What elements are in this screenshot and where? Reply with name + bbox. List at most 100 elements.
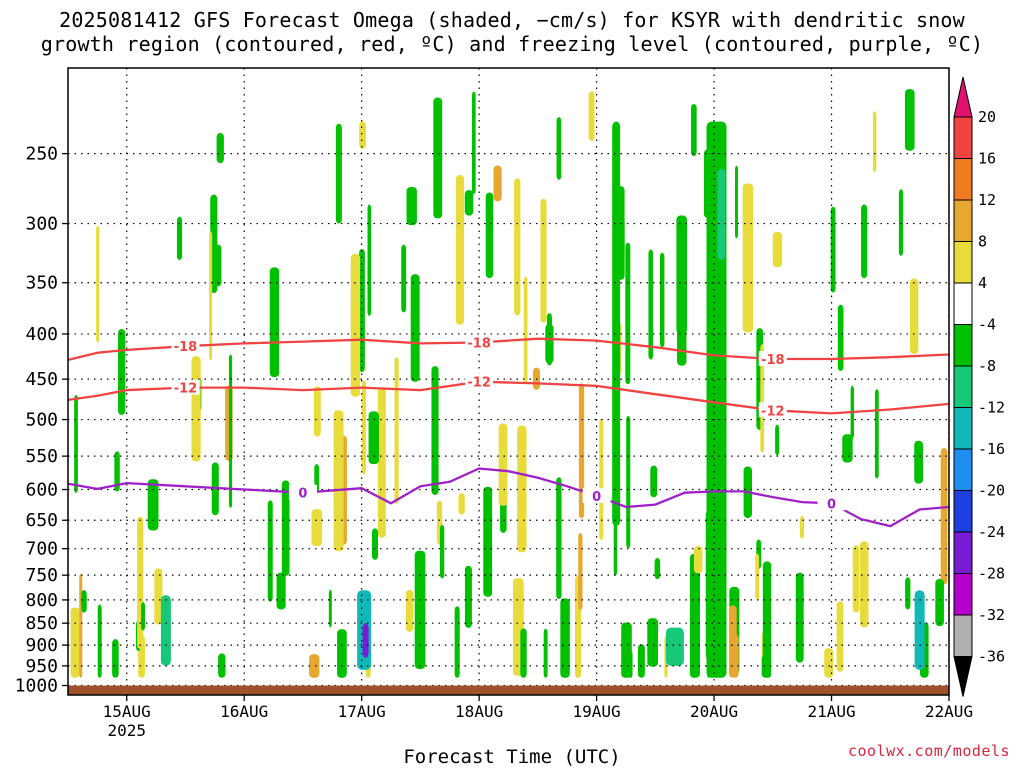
omega-shade-blob — [464, 190, 474, 216]
y-tick-label: 950 — [25, 656, 58, 677]
omega-shade-blob — [742, 183, 754, 333]
y-tick-label: 400 — [25, 324, 58, 345]
site-credit: coolwx.com/models — [847, 742, 1010, 760]
omega-shade-blob — [431, 366, 439, 495]
omega-shade-blob — [599, 418, 604, 541]
omega-shade-blob — [114, 451, 120, 492]
chart-title-line-1: 2025081412 GFS Forecast Omega (shaded, −… — [59, 8, 965, 32]
colorbar-label: -32 — [978, 606, 1005, 624]
y-tick-label: 650 — [25, 510, 58, 531]
colorbar: 20 16 12 8 4 -4 -8 -12 -16 -20 -24 -28 -32 -36 — [953, 76, 1005, 697]
omega-shade-blob — [514, 178, 521, 316]
contour-label-bg — [288, 484, 317, 500]
y-tick-label: 300 — [25, 214, 58, 235]
omega-shade-blob — [405, 589, 414, 632]
y-tick-label: 1000 — [15, 676, 58, 697]
omega-shade-blob — [625, 242, 631, 385]
omega-shade-blob — [367, 204, 372, 316]
omega-shade-blob — [556, 117, 562, 180]
omega-shade-blob — [728, 605, 737, 678]
surface-ground-fill — [68, 685, 949, 695]
omega-shade-blob — [433, 97, 443, 219]
omega-shade-blob — [898, 189, 904, 256]
omega-shade-blob — [368, 411, 379, 465]
x-tick-label: 16AUG — [220, 702, 268, 721]
omega-shade-blob — [359, 249, 365, 373]
y-tick-label: 900 — [25, 635, 58, 656]
omega-shade-blob — [454, 606, 460, 678]
contour-line — [68, 467, 949, 528]
omega-shade-blob — [191, 356, 201, 462]
plot-frame — [67, 67, 950, 696]
omega-shade-blob — [97, 604, 102, 678]
colorbar-segment — [953, 531, 973, 574]
omega-shade-blob — [852, 545, 860, 613]
omega-shade-blob — [313, 386, 321, 437]
contour-label-bg — [817, 495, 846, 511]
colorbar-segment — [953, 116, 973, 159]
omega-shade-blob — [79, 573, 83, 678]
omega-shade-blob — [176, 216, 183, 260]
omega-shade-blob — [281, 480, 290, 576]
colorbar-segment — [953, 324, 973, 367]
y-tick-label: 350 — [25, 273, 58, 294]
omega-shade-blob — [935, 578, 944, 627]
omega-shade-blob — [228, 354, 233, 508]
omega-shade-blob — [112, 639, 119, 678]
omega-shade-blob — [81, 590, 87, 613]
contour-label-bg — [758, 402, 787, 418]
omega-shade-blob — [471, 91, 476, 194]
omega-shade-core — [612, 121, 621, 527]
omega-shade-blob — [762, 561, 772, 678]
omega-shade-blob — [335, 123, 342, 224]
colorbar-segment — [953, 241, 973, 284]
omega-shade-blob — [637, 644, 645, 678]
colorbar-segment — [953, 365, 973, 408]
omega-shade-blob — [209, 231, 213, 361]
contour-layer: -18 -18 -18 -12 -12 -12 0 0 0 — [68, 334, 949, 528]
omega-shade-blob — [647, 618, 659, 667]
surface-fill-layer — [68, 685, 949, 695]
colorbar-label: -12 — [978, 399, 1005, 417]
contour-label: -12 — [174, 382, 198, 397]
omega-shade-blob — [70, 607, 80, 678]
omega-shade-blob — [689, 553, 700, 678]
omega-shade-blob — [154, 568, 163, 625]
contour-label: -12 — [761, 404, 785, 419]
colorbar-segment — [953, 490, 973, 533]
omega-shade-blob — [842, 434, 853, 463]
omega-shade-blob — [328, 589, 332, 628]
omega-shade-blob — [350, 253, 361, 397]
x-tick-label: 21AUG — [807, 702, 855, 721]
colorbar-label: -8 — [978, 357, 996, 375]
omega-shade-blob — [626, 416, 631, 549]
y-tick-label: 450 — [25, 369, 58, 390]
omega-shade-blob — [311, 509, 323, 547]
contour-label: -18 — [467, 336, 491, 351]
contour-line — [68, 337, 949, 362]
omega-shade-blob — [693, 546, 703, 574]
omega-shade-blob — [940, 448, 948, 585]
contour-label-bg — [582, 487, 611, 503]
omega-shade-blob — [588, 91, 595, 141]
omega-shade-core — [362, 623, 369, 658]
omega-shade-blob — [267, 500, 273, 602]
y-tick-label: 500 — [25, 410, 58, 431]
x-tick-label: 22AUG — [925, 702, 973, 721]
omega-shade-blob — [578, 533, 583, 610]
omega-shade-blob — [830, 206, 836, 293]
omega-shade-blob — [361, 380, 366, 475]
x-tick-label: 19AUG — [573, 702, 621, 721]
omega-shade-blob — [560, 598, 570, 678]
omega-shade-blob — [650, 465, 658, 498]
contour-label: -12 — [467, 376, 491, 391]
contour-label: 0 — [592, 490, 601, 505]
omega-shade-blob — [410, 274, 420, 382]
omega-shade-blob — [904, 89, 915, 151]
y-axis-ticks: 2503003504004505005506006507007508008509… — [15, 144, 68, 697]
colorbar-label: 12 — [978, 191, 996, 209]
omega-shade-blob — [141, 602, 146, 631]
omega-shade-blob — [648, 249, 654, 360]
chart-title-line-2: growth region (contoured, red, ºC) and f… — [40, 32, 984, 56]
